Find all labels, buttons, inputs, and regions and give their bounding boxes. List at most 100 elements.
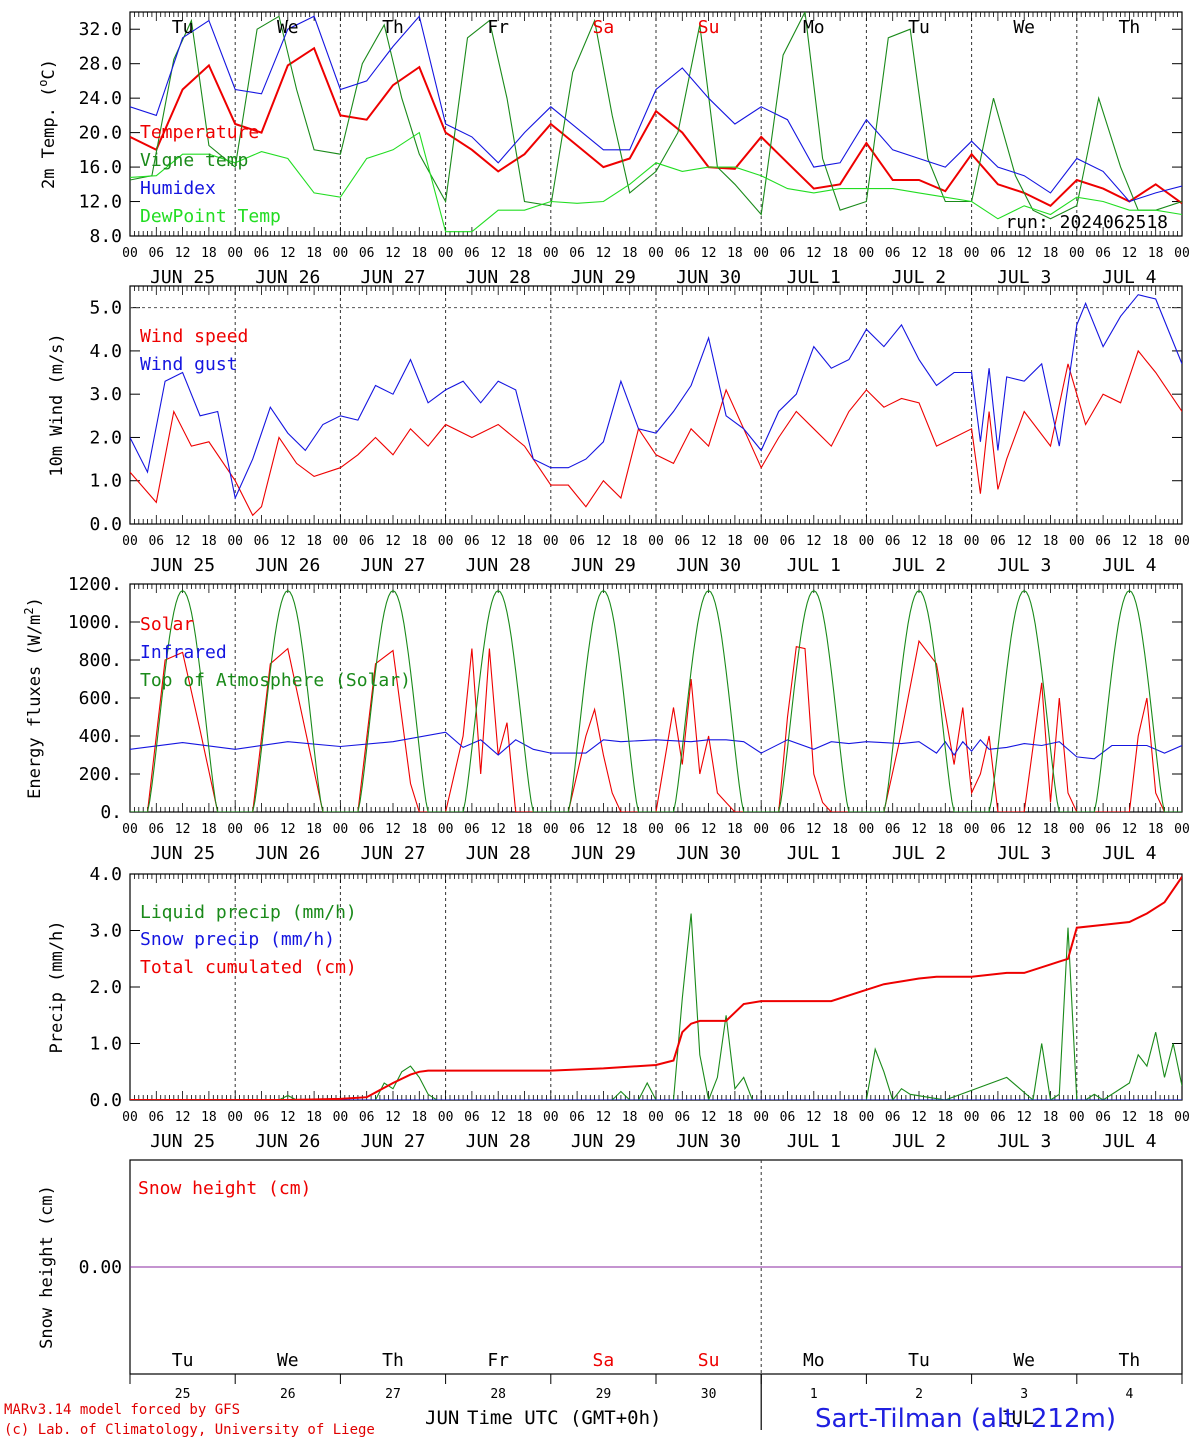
day-of-week-label: Sa [593,1350,615,1371]
series-line-humidex [130,15,1182,203]
hour-tick-label: 00 [122,246,138,261]
hour-tick-label: 00 [438,246,454,261]
date-label: JUL 1 [787,1131,841,1152]
hour-tick-label: 12 [1122,1110,1138,1125]
hour-tick-label: 00 [227,822,243,837]
day-of-week-label: Fr [487,17,509,38]
hour-tick-label: 18 [1148,534,1164,549]
hour-tick-label: 18 [1043,1110,1059,1125]
date-label: JUN 26 [255,843,320,864]
hour-tick-label: 06 [254,822,270,837]
hour-tick-label: 00 [227,534,243,549]
y-tick-label: 32.0 [79,19,122,40]
hour-tick-label: 18 [201,246,217,261]
hour-tick-label: 06 [359,1110,375,1125]
hour-tick-label: 18 [832,534,848,549]
hour-tick-label: 12 [175,822,191,837]
hour-tick-label: 12 [806,534,822,549]
day-number-label: 30 [701,1387,717,1402]
hour-tick-label: 18 [201,1110,217,1125]
hour-tick-label: 18 [411,246,427,261]
hour-tick-label: 12 [911,534,927,549]
hour-tick-label: 00 [859,246,875,261]
hour-tick-label: 00 [438,534,454,549]
hour-tick-label: 18 [727,246,743,261]
hour-tick-label: 12 [490,1110,506,1125]
series-line-liquid-precip-mm-h- [130,913,1182,1100]
hour-tick-label: 12 [806,246,822,261]
hour-tick-label: 18 [411,534,427,549]
y-tick-label: 1.0 [89,1034,122,1055]
hour-tick-label: 18 [1043,534,1059,549]
hour-tick-label: 00 [1174,246,1190,261]
hour-tick-label: 12 [596,534,612,549]
y-tick-label: 3.0 [89,384,122,405]
hour-ticks [129,12,1183,236]
date-label: JUN 30 [676,555,741,576]
hour-tick-label: 00 [227,246,243,261]
hour-tick-label: 12 [701,246,717,261]
date-label: JUL 1 [787,843,841,864]
hour-tick-label: 18 [937,246,953,261]
hour-tick-label: 00 [543,1110,559,1125]
day-number-label: 3 [1020,1387,1028,1402]
day-of-week-label: Mo [803,17,825,38]
date-label: JUN 29 [571,843,636,864]
hour-tick-label: 00 [753,822,769,837]
day-of-week-label: We [1013,1350,1035,1371]
y-tick-label: 1200. [68,574,122,595]
hour-tick-label: 06 [780,534,796,549]
month-label-jun: JUN [425,1407,459,1429]
y-tick-label: 0.00 [79,1257,122,1278]
y-tick-label: 24.0 [79,88,122,109]
date-label: JUN 27 [360,555,425,576]
hour-tick-label: 06 [464,534,480,549]
hour-tick-label: 00 [648,246,664,261]
panel-frame-temp [129,11,1183,237]
date-label: JUN 26 [255,1131,320,1152]
hour-tick-label: 12 [911,1110,927,1125]
hour-tick-label: 06 [464,822,480,837]
date-label: JUN 27 [360,843,425,864]
hour-tick-label: 18 [727,1110,743,1125]
date-label: JUL 4 [1102,267,1156,288]
hour-tick-label: 00 [543,246,559,261]
hour-tick-label: 12 [1016,822,1032,837]
hour-tick-label: 00 [438,822,454,837]
panel-frame-wind [129,285,1183,525]
date-label: JUL 2 [892,1131,946,1152]
hour-tick-label: 00 [1069,1110,1085,1125]
hour-tick-label: 18 [832,1110,848,1125]
y-tick-label: 4.0 [89,864,122,885]
hour-tick-label: 06 [780,822,796,837]
hour-tick-label: 00 [648,534,664,549]
legend-wind-speed: Wind speed [140,326,248,347]
y-tick-label: 2.0 [89,427,122,448]
date-label: JUL 3 [997,267,1051,288]
hour-tick-label: 00 [753,246,769,261]
hour-tick-label: 00 [1174,534,1190,549]
hour-tick-label: 12 [1122,534,1138,549]
hour-tick-label: 00 [859,1110,875,1125]
y-axis-label: 2m Temp. (oC) [36,59,59,189]
legend-infrared: Infrared [140,642,227,663]
hour-tick-label: 06 [885,1110,901,1125]
date-label: JUL 4 [1102,843,1156,864]
hour-tick-label: 06 [1095,246,1111,261]
hour-tick-label: 06 [674,822,690,837]
day-of-week-label: Th [1119,1350,1141,1371]
hour-tick-label: 18 [727,534,743,549]
hour-tick-label: 06 [885,534,901,549]
day-number-label: 27 [385,1387,401,1402]
hour-tick-label: 12 [490,246,506,261]
y-tick-label: 0.0 [89,1090,122,1111]
hour-tick-label: 06 [1095,534,1111,549]
hour-ticks [129,584,1183,812]
hour-tick-label: 06 [885,246,901,261]
date-label: JUN 28 [466,555,531,576]
hour-tick-label: 06 [569,246,585,261]
hour-tick-label: 18 [622,534,638,549]
hour-tick-label: 12 [175,534,191,549]
legend-dewpoint-temp: DewPoint Temp [140,206,281,227]
hour-tick-label: 06 [464,1110,480,1125]
